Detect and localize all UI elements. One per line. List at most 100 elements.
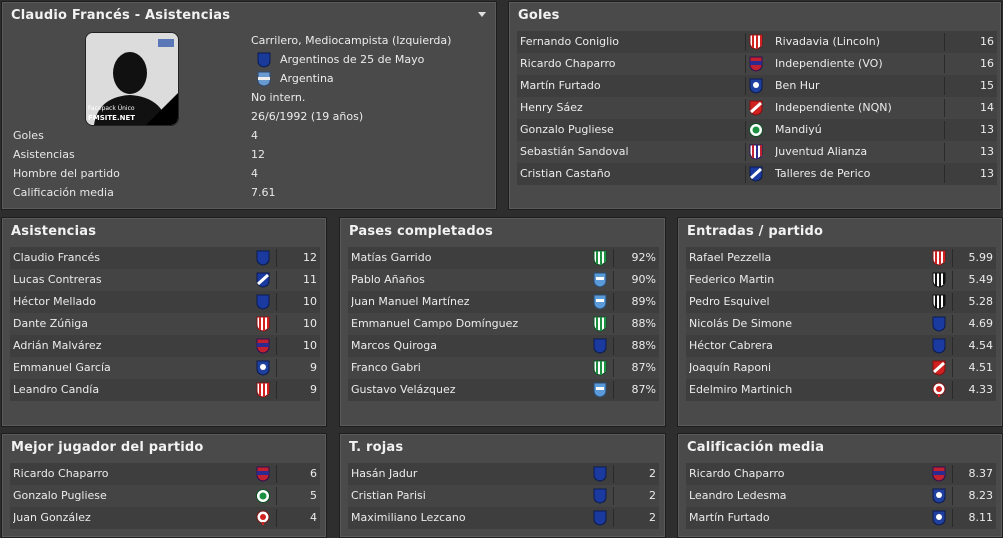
stat-label: Asistencias (13, 148, 75, 161)
player-name[interactable]: Matías Garrido (351, 251, 432, 264)
blue-white-crest-icon (932, 510, 946, 526)
column-divider (276, 381, 277, 399)
list-item[interactable]: Pablo Añaños 90% (348, 269, 659, 291)
player-name[interactable]: Edelmiro Martinich (689, 383, 793, 396)
list-item[interactable]: Ricardo Chaparro 6 (10, 463, 320, 485)
player-name[interactable]: Emmanuel García (13, 361, 111, 374)
club-name[interactable]: Independiente (VO) (775, 57, 883, 70)
list-item[interactable]: Matías Garrido 92% (348, 247, 659, 269)
player-name[interactable]: Claudio Francés (13, 251, 101, 264)
player-name[interactable]: Héctor Cabrera (689, 339, 773, 352)
player-name[interactable]: Gustavo Velázquez (351, 383, 456, 396)
player-name[interactable]: Cristian Castaño (520, 167, 611, 180)
pases-panel: Pases completados Matías Garrido 92% Pablo… (339, 217, 666, 427)
stat-value: 13 (980, 123, 994, 136)
list-item[interactable]: Juan González 4 (10, 507, 320, 529)
list-item[interactable]: Claudio Francés 12 (10, 247, 320, 269)
list-item[interactable]: Leandro Candía 9 (10, 379, 320, 401)
list-item[interactable]: Nicolás De Simone 4.69 (686, 313, 996, 335)
list-item[interactable]: Franco Gabri 87% (348, 357, 659, 379)
list-item[interactable]: Gonzalo Pugliese Mandiyú 13 (517, 119, 997, 141)
list-item[interactable]: Martín Furtado 8.11 (686, 507, 996, 529)
player-name[interactable]: Franco Gabri (351, 361, 421, 374)
dropdown-arrow-icon[interactable] (478, 12, 486, 17)
blue-shield-icon (256, 250, 270, 266)
player-name[interactable]: Héctor Mellado (13, 295, 96, 308)
player-name[interactable]: Juan Manuel Martínez (351, 295, 470, 308)
list-item[interactable]: Lucas Contreras 11 (10, 269, 320, 291)
player-name[interactable]: Ricardo Chaparro (689, 467, 785, 480)
player-name[interactable]: Marcos Quiroga (351, 339, 437, 352)
list-item[interactable]: Gustavo Velázquez 87% (348, 379, 659, 401)
list-item[interactable]: Cristian Parisi 2 (348, 485, 659, 507)
blue-shield-icon (593, 338, 607, 354)
list-item[interactable]: Héctor Cabrera 4.54 (686, 335, 996, 357)
list-item[interactable]: Dante Zúñiga 10 (10, 313, 320, 335)
player-name[interactable]: Rafael Pezzella (689, 251, 772, 264)
list-item[interactable]: Pedro Esquivel 5.28 (686, 291, 996, 313)
list-item[interactable]: Emmanuel García 9 (10, 357, 320, 379)
column-divider (276, 487, 277, 505)
list-item[interactable]: Henry Sáez Independiente (NQN) 14 (517, 97, 997, 119)
stat-value: 90% (631, 273, 656, 286)
player-name[interactable]: Juan González (13, 511, 91, 524)
list-item[interactable]: Ricardo Chaparro 8.37 (686, 463, 996, 485)
list-item[interactable]: Fernando Coniglio Rivadavia (Lincoln) 16 (517, 31, 997, 53)
player-nation[interactable]: Argentina (251, 69, 334, 88)
player-name[interactable]: Adrián Malvárez (13, 339, 102, 352)
player-name[interactable]: Emmanuel Campo Domínguez (351, 317, 519, 330)
player-name[interactable]: Martín Furtado (520, 79, 601, 92)
club-name[interactable]: Mandiyú (775, 123, 822, 136)
list-item[interactable]: Joaquín Raponi 4.51 (686, 357, 996, 379)
player-name[interactable]: Fernando Coniglio (520, 35, 619, 48)
list-item[interactable]: Emmanuel Campo Domínguez 88% (348, 313, 659, 335)
list-item[interactable]: Martín Furtado Ben Hur 15 (517, 75, 997, 97)
player-name[interactable]: Pedro Esquivel (689, 295, 770, 308)
player-name[interactable]: Dante Zúñiga (13, 317, 89, 330)
list-item[interactable]: Adrián Malvárez 10 (10, 335, 320, 357)
player-name[interactable]: Hasán Jadur (351, 467, 418, 480)
club-name[interactable]: Ben Hur (775, 79, 820, 92)
player-name[interactable]: Lucas Contreras (13, 273, 102, 286)
club-name[interactable]: Independiente (NQN) (775, 101, 892, 114)
list-item[interactable]: Sebastián Sandoval Juventud Alianza 13 (517, 141, 997, 163)
player-name[interactable]: Ricardo Chaparro (13, 467, 109, 480)
list-item[interactable]: Maximiliano Lezcano 2 (348, 507, 659, 529)
column-divider (952, 271, 953, 289)
red-white-stripes-icon (256, 316, 270, 332)
club-name[interactable]: Rivadavia (Lincoln) (775, 35, 881, 48)
list-item[interactable]: Rafael Pezzella 5.99 (686, 247, 996, 269)
column-divider (745, 55, 746, 73)
player-name[interactable]: Henry Sáez (520, 101, 583, 114)
list-item[interactable]: Federico Martin 5.49 (686, 269, 996, 291)
player-name[interactable]: Cristian Parisi (351, 489, 426, 502)
player-name[interactable]: Maximiliano Lezcano (351, 511, 466, 524)
player-name[interactable]: Gonzalo Pugliese (13, 489, 107, 502)
list-item[interactable]: Juan Manuel Martínez 89% (348, 291, 659, 313)
nation-badge-icon (257, 71, 271, 87)
red-blue-crest-icon (256, 338, 270, 354)
list-item[interactable]: Héctor Mellado 10 (10, 291, 320, 313)
player-name[interactable]: Leandro Ledesma (689, 489, 787, 502)
list-item[interactable]: Marcos Quiroga 88% (348, 335, 659, 357)
mejor-jugador-panel: Mejor jugador del partido Ricardo Chapar… (1, 433, 327, 538)
list-item[interactable]: Edelmiro Martinich 4.33 (686, 379, 996, 401)
list-item[interactable]: Gonzalo Pugliese 5 (10, 485, 320, 507)
player-name[interactable]: Gonzalo Pugliese (520, 123, 614, 136)
list-item[interactable]: Hasán Jadur 2 (348, 463, 659, 485)
player-name[interactable]: Federico Martin (689, 273, 775, 286)
player-name[interactable]: Nicolás De Simone (689, 317, 793, 330)
club-name[interactable]: Juventud Alianza (775, 145, 868, 158)
list-item[interactable]: Ricardo Chaparro Independiente (VO) 16 (517, 53, 997, 75)
player-name[interactable]: Martín Furtado (689, 511, 770, 524)
list-item[interactable]: Leandro Ledesma 8.23 (686, 485, 996, 507)
player-name[interactable]: Pablo Añaños (351, 273, 425, 286)
player-name[interactable]: Leandro Candía (13, 383, 100, 396)
player-name[interactable]: Joaquín Raponi (689, 361, 772, 374)
club-name[interactable]: Talleres de Perico (775, 167, 871, 180)
player-name[interactable]: Ricardo Chaparro (520, 57, 616, 70)
player-name[interactable]: Sebastián Sandoval (520, 145, 629, 158)
player-club[interactable]: Argentinos de 25 de Mayo (251, 50, 424, 69)
list-item[interactable]: Cristian Castaño Talleres de Perico 13 (517, 163, 997, 185)
stat-value: 92% (631, 251, 656, 264)
